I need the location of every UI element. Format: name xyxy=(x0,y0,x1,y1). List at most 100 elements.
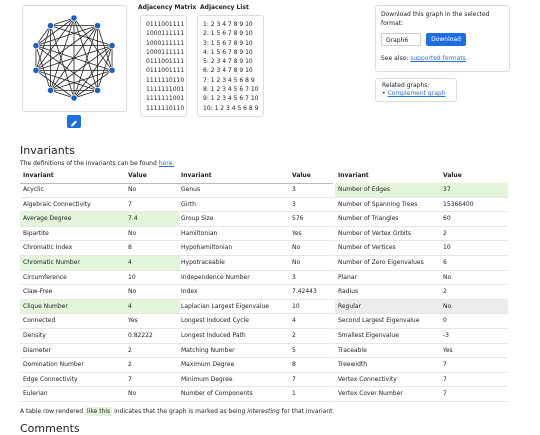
name-cell: Radius xyxy=(338,285,358,300)
foot-sample: like this xyxy=(85,407,112,416)
value-cell: 7 xyxy=(128,373,132,388)
comments-title: Comments xyxy=(20,422,80,435)
matrix-row: 1000111111 xyxy=(146,29,184,38)
matrix-row: 1111110110 xyxy=(146,104,184,113)
value-cell: No xyxy=(443,300,451,315)
name-cell: Edge Connectivity xyxy=(23,373,78,388)
table-row: Hypohamiltonian No xyxy=(178,241,333,256)
value-cell: 60 xyxy=(443,212,451,227)
value-cell: No xyxy=(443,271,451,286)
value-cell: 3 xyxy=(292,271,296,286)
value-cell: No xyxy=(128,285,136,300)
intro-link[interactable]: here. xyxy=(159,160,174,167)
edit-button[interactable] xyxy=(67,115,81,128)
graph-drawing xyxy=(23,6,126,111)
format-select[interactable]: Graph6 xyxy=(381,33,421,46)
table-row: Index 7.42443 xyxy=(178,285,333,300)
name-cell: Acyclic xyxy=(23,183,44,198)
value-cell: 7 xyxy=(128,198,132,213)
matrix-row: 1111111001 xyxy=(146,94,184,103)
value-cell: 6 xyxy=(443,256,447,271)
value-cell: 4 xyxy=(128,256,132,271)
name-cell: Circumference xyxy=(23,271,67,286)
name-cell: Longest Induced Cycle xyxy=(181,314,249,329)
name-cell: Number of Vertex Orbits xyxy=(338,227,411,242)
name-cell: Planar xyxy=(338,271,357,286)
value-cell: 2 xyxy=(443,285,447,300)
value-cell: 7 xyxy=(292,373,296,388)
complement-link[interactable]: Complement graph xyxy=(387,90,445,97)
matrix-row: 0111001111 xyxy=(146,66,184,75)
header-cell: Invariant xyxy=(181,172,212,179)
matrix-row: 1111111001 xyxy=(146,85,184,94)
foot-4: for that invariant. xyxy=(282,408,335,415)
name-cell: Matching Number xyxy=(181,344,235,359)
value-cell: 3 xyxy=(292,198,296,213)
formats-link[interactable]: supported formats xyxy=(410,55,466,62)
name-cell: Chromatic Index xyxy=(23,241,72,256)
table-row: Smallest Eigenvalue-3 xyxy=(335,329,508,344)
download-button[interactable]: Download xyxy=(426,33,466,46)
vertex xyxy=(94,87,100,93)
value-cell: 0 xyxy=(443,314,447,329)
value-cell: 7 xyxy=(443,387,447,402)
value-cell: 10 xyxy=(128,271,136,286)
see-also: See also: supported formats xyxy=(381,55,466,62)
list-row: 9: 1 2 3 4 5 6 7 10 xyxy=(203,94,258,103)
foot-3: interesting xyxy=(247,408,279,415)
name-cell: Independence Number xyxy=(181,271,250,286)
value-cell: No xyxy=(128,183,136,198)
value-cell: 7 xyxy=(443,373,447,388)
value-cell: 37 xyxy=(443,183,451,198)
value-cell: No xyxy=(292,256,300,271)
header-cell: Value xyxy=(292,172,311,179)
name-cell: Number of Edges xyxy=(338,183,390,198)
list-row: 8: 1 2 3 4 5 6 7 10 xyxy=(203,85,258,94)
value-cell: 10 xyxy=(292,300,300,315)
vertex xyxy=(47,87,53,93)
value-cell: 7.4 xyxy=(128,212,138,227)
list-row: 6: 2 3 4 7 8 9 10 xyxy=(203,66,258,75)
name-cell: Hypohamiltonian xyxy=(181,241,232,256)
table-row: Number of Triangles 60 xyxy=(335,212,508,227)
value-cell: No xyxy=(128,227,136,242)
value-cell: Yes xyxy=(292,227,302,242)
table-row: Edge Connectivity 7 xyxy=(20,373,180,388)
list-title: Adjacency List xyxy=(200,4,249,11)
value-cell: 3 xyxy=(292,183,296,198)
name-cell: Smallest Eigenvalue xyxy=(338,329,399,344)
table-row: Vertex Cover Number 7 xyxy=(335,387,508,402)
name-cell: Vertex Cover Number xyxy=(338,387,403,402)
value-cell: 7.42443 xyxy=(292,285,317,300)
list-row: 10: 1 2 3 4 5 6 8 9 xyxy=(203,104,258,113)
matrix-row: 1000111111 xyxy=(146,48,184,57)
name-cell: Traceable xyxy=(338,344,367,359)
list-row: 7: 1 2 3 4 5 6 8 9 xyxy=(203,76,258,85)
edit-icon xyxy=(67,117,81,130)
edge xyxy=(51,46,113,91)
table-row: Planar No xyxy=(335,271,508,286)
value-cell: No xyxy=(292,241,300,256)
name-cell: Number of Triangles xyxy=(338,212,398,227)
name-cell: Index xyxy=(181,285,198,300)
value-cell: 2 xyxy=(128,358,132,373)
